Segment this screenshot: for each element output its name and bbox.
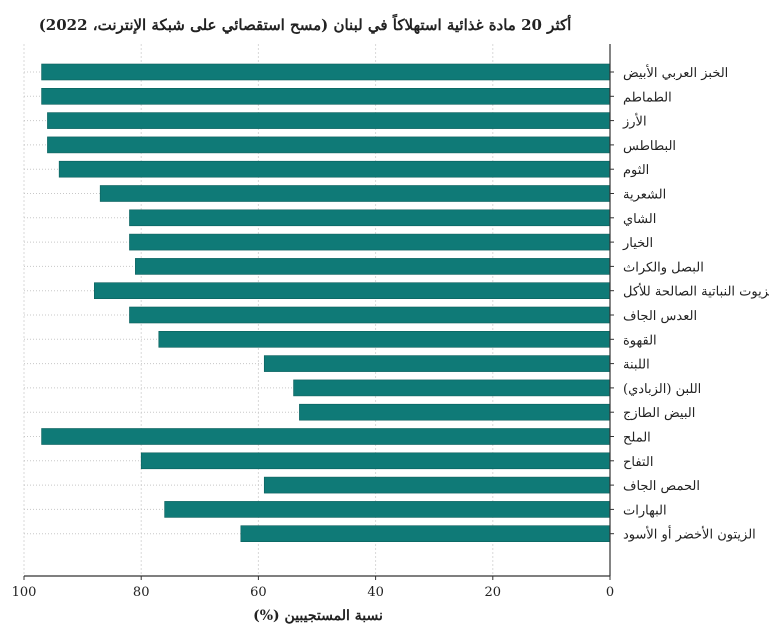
bar-7 [129, 233, 611, 251]
bar-13 [293, 379, 611, 397]
category-label-5: الشعرية [623, 188, 666, 203]
bar-18 [164, 501, 611, 518]
category-label-1: الطماطم [623, 90, 672, 105]
category-label-9: الزيوت النباتية الصالحة للأكل [623, 283, 769, 300]
category-label-16: التفاح [623, 455, 653, 470]
bar-9 [94, 282, 611, 300]
bar-6 [129, 209, 611, 227]
x-tick-label-5: 0 [606, 585, 614, 600]
bar-8 [135, 258, 611, 275]
bar-14 [299, 403, 611, 421]
x-tick-labels: 100 80 60 40 20 0 [12, 585, 615, 600]
bar-10 [129, 306, 611, 324]
bar-16 [140, 452, 611, 470]
bar-12 [263, 355, 611, 372]
axes [23, 44, 614, 580]
category-label-12: اللبنة [623, 358, 650, 373]
category-label-14: البيض الطازج [623, 406, 695, 421]
bar-1 [41, 88, 611, 105]
category-label-4: الثوم [623, 163, 649, 178]
x-tick-label-0: 100 [12, 585, 37, 600]
bar-4 [58, 160, 611, 178]
x-tick-label-2: 60 [250, 585, 267, 600]
bar-5 [99, 185, 611, 202]
x-tick-label-3: 40 [367, 585, 384, 600]
x-axis-label: نسبة المستجيبين (%) [253, 608, 383, 624]
category-label-7: الخيار [622, 236, 653, 251]
category-label-3: البطاطس [623, 139, 676, 154]
category-label-17: الحمص الجاف [623, 479, 700, 494]
bar-2 [47, 112, 611, 129]
category-label-15: الملح [623, 431, 651, 446]
bar-3 [47, 136, 611, 154]
category-label-0: الخبز العربي الأبيض [623, 64, 728, 81]
category-label-8: البصل والكراث [623, 260, 704, 275]
category-label-13: اللبن (الزبادي) [623, 382, 701, 397]
x-tick-label-1: 80 [133, 585, 150, 600]
category-labels: الخبز العربي الأبيض الطماطم الأرز البطاطس ال… [622, 64, 769, 543]
bar-17 [263, 476, 611, 494]
category-label-2: الأرز [622, 113, 647, 130]
bar-11 [158, 330, 611, 348]
bar-15 [41, 428, 611, 445]
category-label-18: البهارات [623, 503, 667, 518]
category-label-10: العدس الجاف [623, 309, 697, 324]
bars [41, 63, 611, 543]
chart-title: أكثر 20 مادة غذائية استهلاكاً في لبنان (… [39, 14, 572, 35]
category-label-6: الشاي [623, 212, 656, 227]
category-label-11: القهوة [623, 333, 657, 348]
bar-19 [240, 525, 611, 543]
category-label-19: الزيتون الأخضر أو الأسود [623, 526, 756, 543]
bar-0 [41, 63, 611, 81]
x-tick-label-4: 20 [485, 585, 502, 600]
